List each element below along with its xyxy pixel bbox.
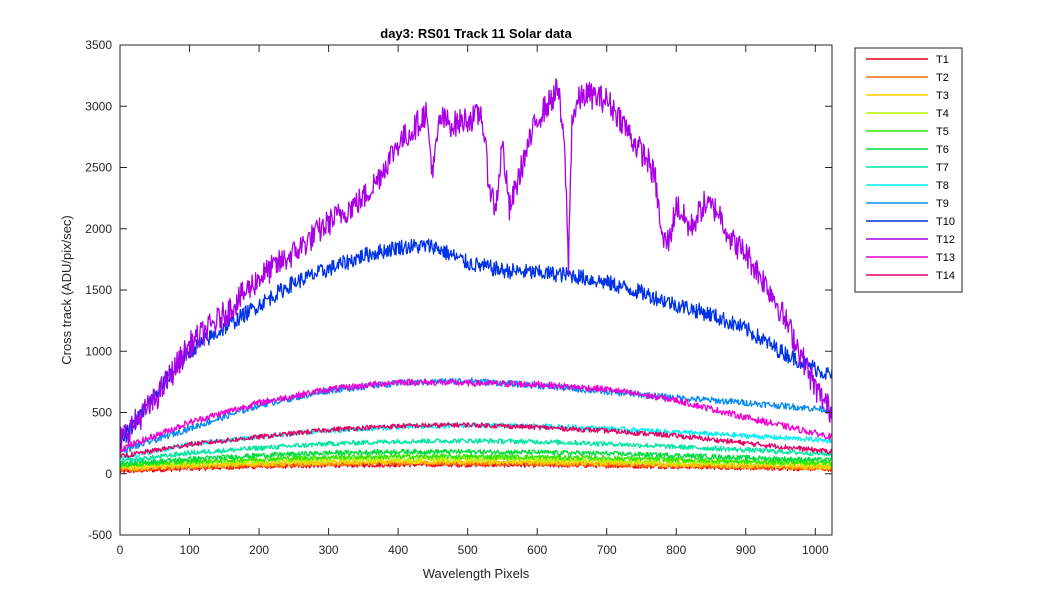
legend-label-t4: T4 [936, 108, 949, 120]
series-line-t6 [119, 448, 833, 467]
legend-label-t6: T6 [936, 144, 949, 156]
x-axis-label: Wavelength Pixels [423, 566, 530, 581]
x-tick-label: 0 [117, 543, 124, 557]
series-line-t5 [119, 453, 833, 469]
y-tick-label: 2000 [85, 222, 112, 236]
legend-label-t13: T13 [936, 252, 955, 264]
legend-label-t12: T12 [936, 234, 955, 246]
x-tick-label: 900 [736, 543, 756, 557]
series-group [119, 78, 833, 474]
y-tick-label: 500 [92, 406, 112, 420]
series-line-t12 [119, 78, 833, 450]
y-tick-label: 3500 [85, 38, 112, 52]
series-line-t10 [119, 238, 833, 448]
x-tick-label: 1000 [802, 543, 829, 557]
legend-label-t1: T1 [936, 54, 949, 66]
legend-label-t8: T8 [936, 180, 949, 192]
y-tick-label: 1000 [85, 344, 112, 358]
legend-label-t2: T2 [936, 72, 949, 84]
x-tick-label: 700 [597, 543, 617, 557]
y-axis: -500 0 500 1000 1500 2000 2500 3000 3500 [85, 38, 832, 542]
legend-label-t10: T10 [936, 216, 955, 228]
x-axis: 0 100 200 300 400 500 600 700 800 900 1000 [117, 45, 829, 557]
legend-label-t7: T7 [936, 162, 949, 174]
x-tick-label: 800 [666, 543, 686, 557]
legend-label-t14: T14 [936, 270, 955, 282]
x-tick-label: 500 [458, 543, 478, 557]
x-tick-label: 300 [319, 543, 339, 557]
series-line-t7 [119, 437, 833, 465]
y-tick-label: 0 [105, 467, 112, 481]
y-tick-label: -500 [88, 528, 112, 542]
x-tick-label: 600 [527, 543, 547, 557]
x-tick-label: 200 [249, 543, 269, 557]
x-tick-label: 100 [180, 543, 200, 557]
legend-label-t5: T5 [936, 126, 949, 138]
x-tick-label: 400 [388, 543, 408, 557]
series-line-t13 [119, 378, 833, 453]
y-tick-label: 1500 [85, 283, 112, 297]
series-line-t14 [119, 421, 833, 459]
legend: T1 T2 T3 T4 T5 T6 T7 T8 T9 T10 T12 T13 T14 [854, 47, 963, 293]
y-axis-label: Cross track (ADU/pix/sec) [59, 215, 74, 365]
chart-title: day3: RS01 Track 11 Solar data [380, 26, 572, 41]
y-tick-label: 3000 [85, 99, 112, 113]
y-tick-label: 2500 [85, 161, 112, 175]
legend-label-t9: T9 [936, 198, 949, 210]
legend-box [854, 47, 963, 293]
legend-label-t3: T3 [936, 90, 949, 102]
